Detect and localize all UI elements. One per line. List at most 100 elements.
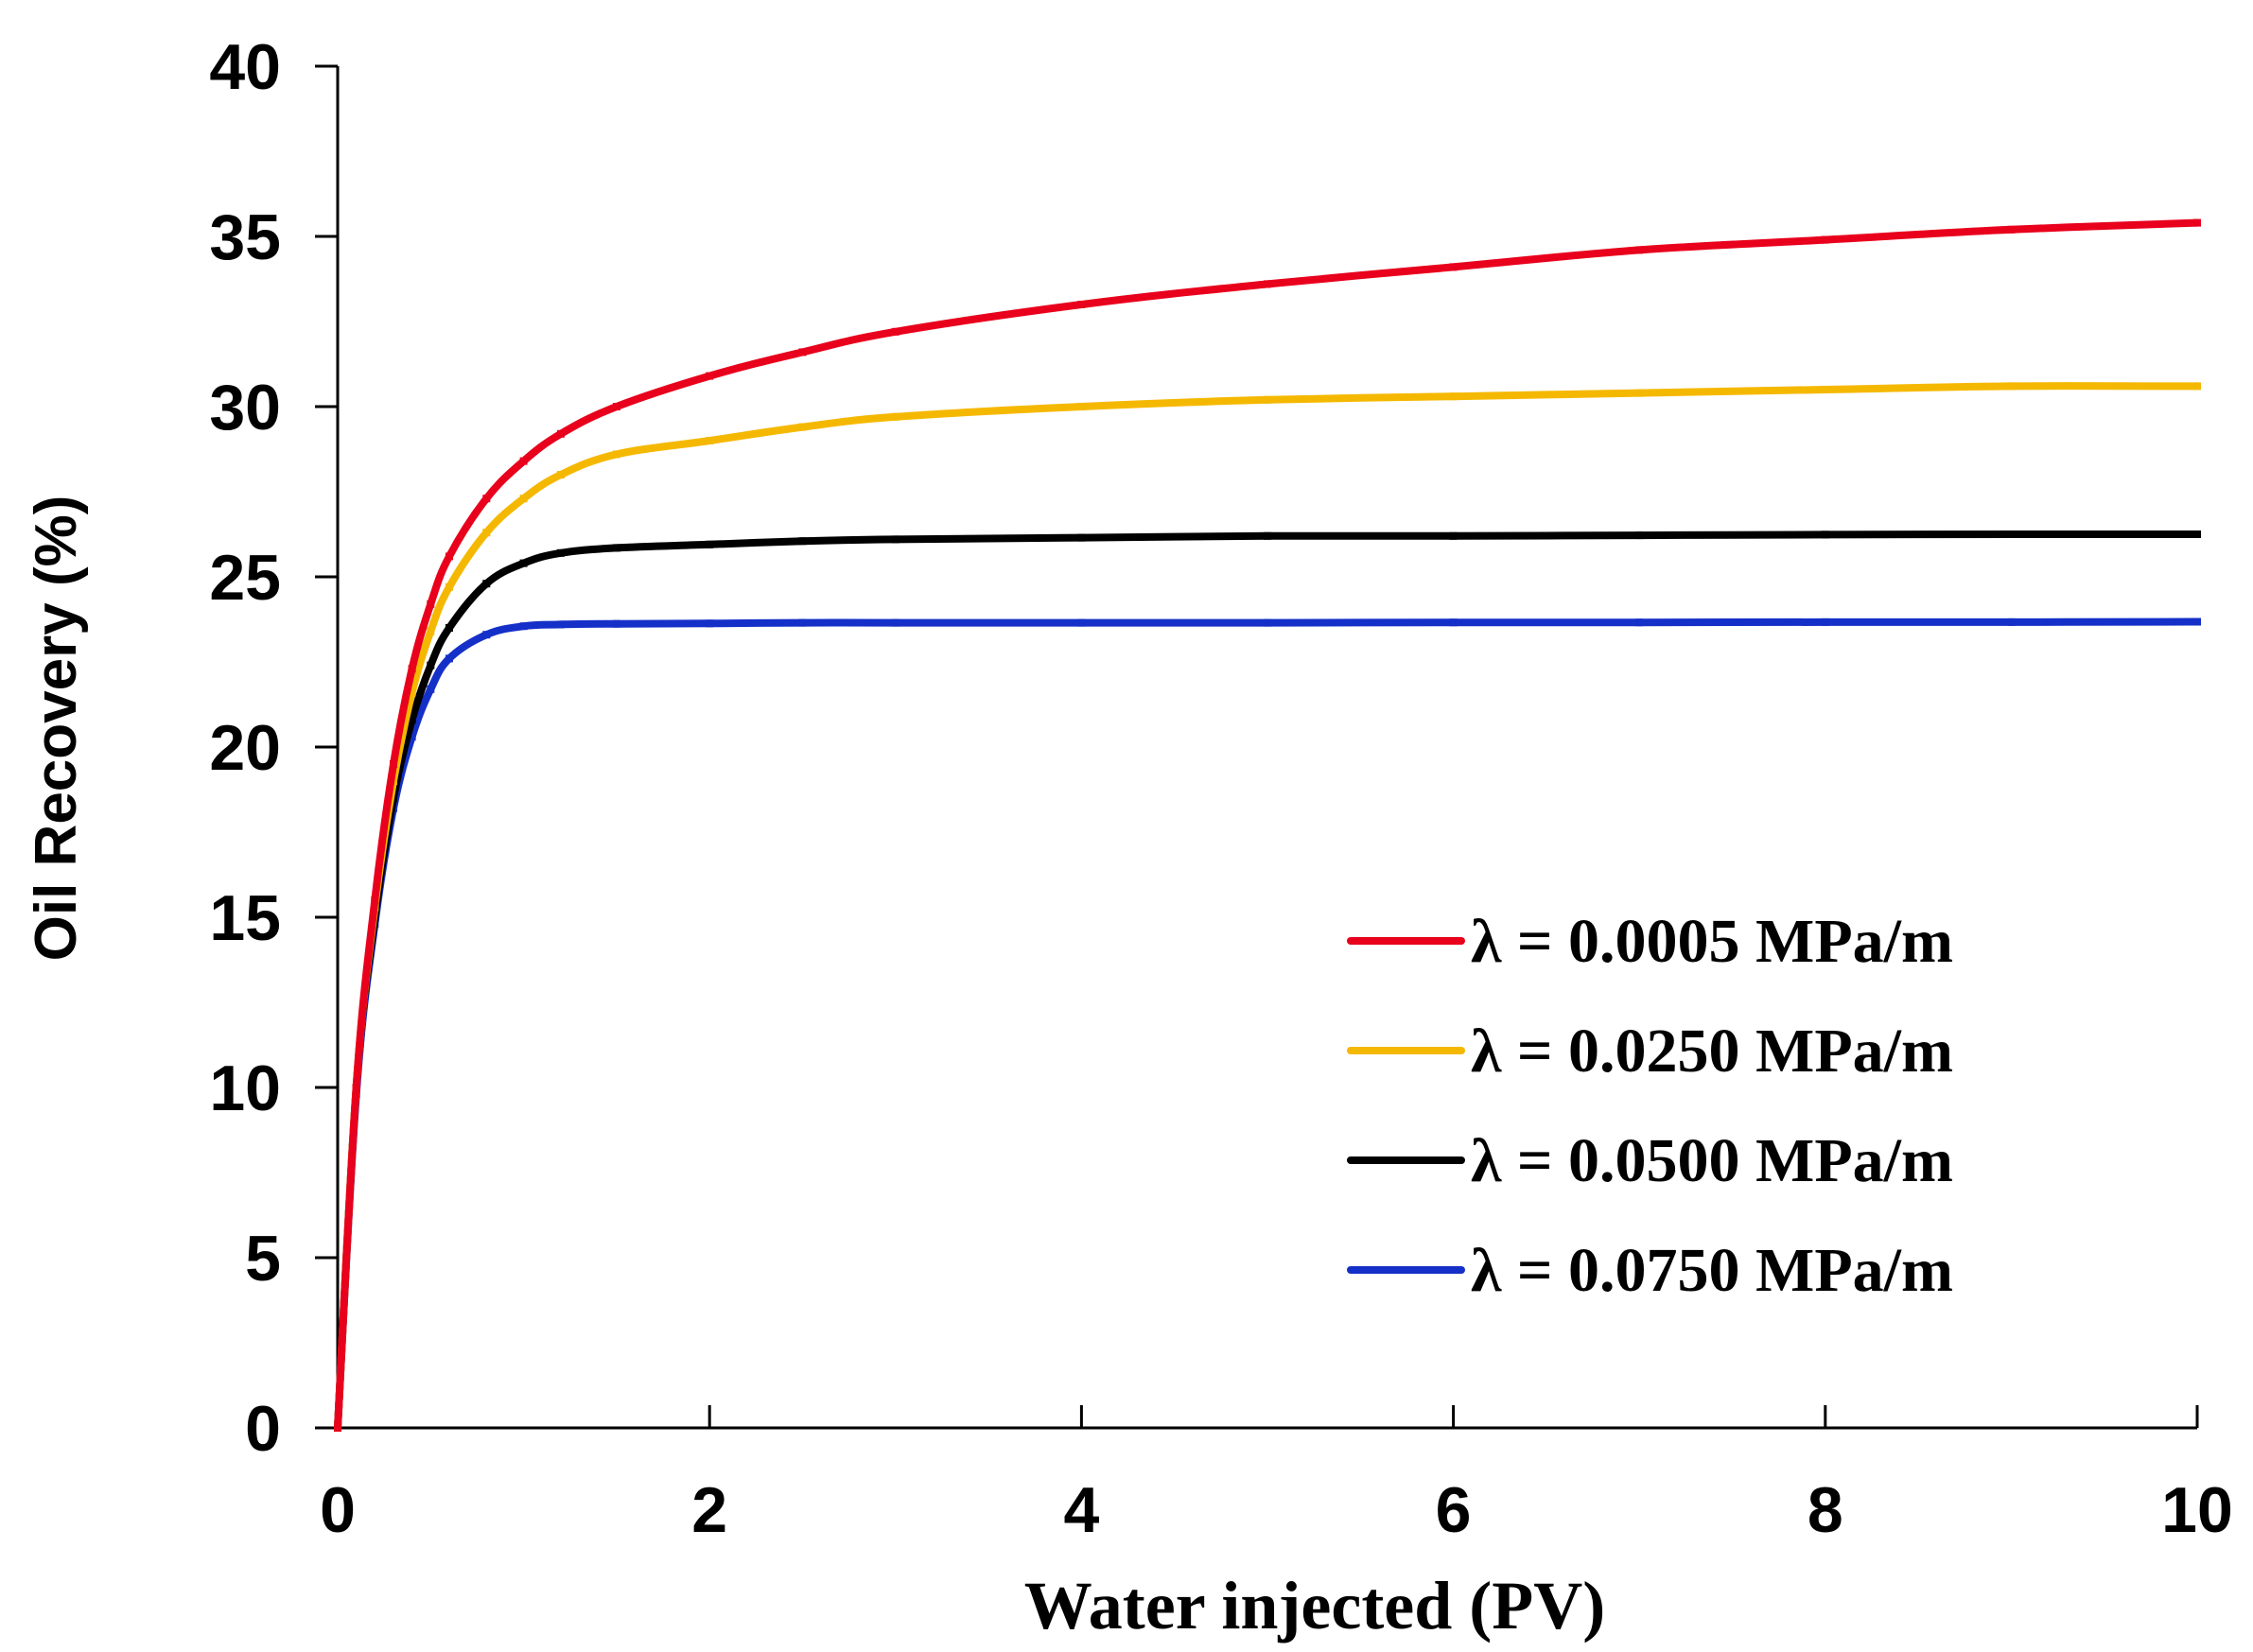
- ticks: 0 5 10 15 20 25 30 35 40 0 2 4 6 8 10: [209, 31, 2232, 1546]
- data-point: [1264, 395, 1271, 404]
- data-point: [1635, 246, 1644, 254]
- data-point: [612, 450, 620, 459]
- data-point: [1077, 301, 1086, 308]
- data-point: [2007, 617, 2016, 626]
- data-point: [2193, 382, 2201, 391]
- data-point: [2193, 530, 2201, 538]
- data-point: [1077, 403, 1086, 410]
- data-point: [556, 471, 565, 478]
- legend-marker: [1402, 1156, 1410, 1164]
- data-point: [798, 348, 807, 356]
- data-point: [482, 631, 491, 639]
- data-point: [706, 437, 714, 444]
- legend-label: λ = 0.0500 MPa/m: [1471, 1126, 1953, 1195]
- data-point: [2007, 225, 2016, 234]
- legend-label: λ = 0.0005 MPa/m: [1471, 907, 1953, 976]
- data-point: [891, 327, 899, 336]
- data-point: [1635, 531, 1644, 540]
- data-point: [482, 495, 491, 503]
- data-point: [798, 537, 807, 546]
- x-tick-label: 4: [1063, 1474, 1099, 1546]
- data-point: [427, 685, 435, 693]
- data-point: [556, 548, 565, 557]
- legend-marker: [1402, 937, 1410, 945]
- legend-item: λ = 0.0005 MPa/m: [1347, 907, 1953, 976]
- data-point: [1449, 392, 1458, 401]
- data-point: [352, 1084, 360, 1091]
- data-point: [556, 429, 565, 438]
- data-point: [2007, 530, 2016, 538]
- x-axis-title: Water injected (PV): [1024, 1568, 1605, 1643]
- legend: λ = 0.0005 MPa/m λ = 0.0250 MPa/m λ = 0.05…: [1347, 907, 1953, 1305]
- y-tick-label: 40: [209, 31, 281, 103]
- x-tick-label: 2: [691, 1474, 727, 1546]
- data-point: [1821, 386, 1829, 393]
- data-point: [612, 403, 620, 410]
- data-point: [482, 580, 491, 588]
- data-point: [427, 600, 435, 608]
- y-tick-label: 35: [209, 201, 281, 273]
- data-point: [519, 457, 528, 465]
- data-point: [1077, 533, 1086, 542]
- legend-item: λ = 0.0750 MPa/m: [1347, 1236, 1953, 1305]
- data-point: [427, 627, 435, 635]
- data-point: [408, 665, 416, 673]
- data-point: [1449, 618, 1458, 627]
- y-tick-label: 30: [209, 372, 281, 443]
- x-tick-label: 6: [1436, 1474, 1472, 1546]
- data-point: [706, 372, 714, 380]
- data-point: [706, 540, 714, 548]
- data-point: [389, 760, 397, 768]
- data-point: [1264, 280, 1271, 288]
- data-point: [408, 688, 416, 697]
- data-point: [798, 423, 807, 431]
- x-tick-label: 10: [2161, 1474, 2233, 1546]
- data-point: [445, 552, 453, 561]
- data-point: [1449, 263, 1458, 271]
- y-tick-label: 25: [209, 542, 281, 614]
- data-point: [2193, 617, 2201, 626]
- y-tick-label: 20: [209, 712, 281, 784]
- series-lines: [334, 218, 2201, 1432]
- data-point: [1449, 531, 1458, 540]
- data-point: [2007, 382, 2016, 391]
- axes: [336, 66, 2197, 1430]
- data-point: [1821, 235, 1829, 244]
- legend-marker: [1402, 1047, 1410, 1054]
- y-tick-label: 5: [245, 1223, 281, 1295]
- data-point: [891, 535, 899, 544]
- data-point: [371, 896, 379, 904]
- data-point: [798, 618, 807, 627]
- y-tick-label: 10: [209, 1052, 281, 1124]
- legend-item: λ = 0.0500 MPa/m: [1347, 1126, 1953, 1195]
- y-tick-label: 15: [209, 882, 281, 954]
- data-point: [519, 495, 528, 503]
- data-point: [1264, 531, 1271, 540]
- data-point: [2193, 218, 2201, 227]
- x-tick-label: 0: [320, 1474, 356, 1546]
- data-point: [1821, 530, 1829, 539]
- data-point: [427, 661, 435, 669]
- data-point: [519, 559, 528, 567]
- data-point: [891, 618, 899, 627]
- data-point: [445, 654, 453, 663]
- x-tick-label: 8: [1808, 1474, 1843, 1546]
- legend-item: λ = 0.0250 MPa/m: [1347, 1017, 1953, 1086]
- data-point: [445, 583, 453, 591]
- legend-label: λ = 0.0250 MPa/m: [1471, 1017, 1953, 1086]
- data-point: [408, 733, 416, 741]
- data-point: [519, 622, 528, 631]
- legend-label: λ = 0.0750 MPa/m: [1471, 1236, 1953, 1305]
- data-point: [1635, 389, 1644, 397]
- data-point: [408, 716, 416, 724]
- data-point: [445, 624, 453, 632]
- y-axis-title: Oil Recovery (%): [24, 496, 89, 962]
- data-point: [482, 529, 491, 537]
- data-point: [891, 412, 899, 421]
- data-point: [334, 1424, 341, 1432]
- data-point: [556, 620, 565, 629]
- data-point: [706, 619, 714, 628]
- data-point: [1264, 618, 1271, 627]
